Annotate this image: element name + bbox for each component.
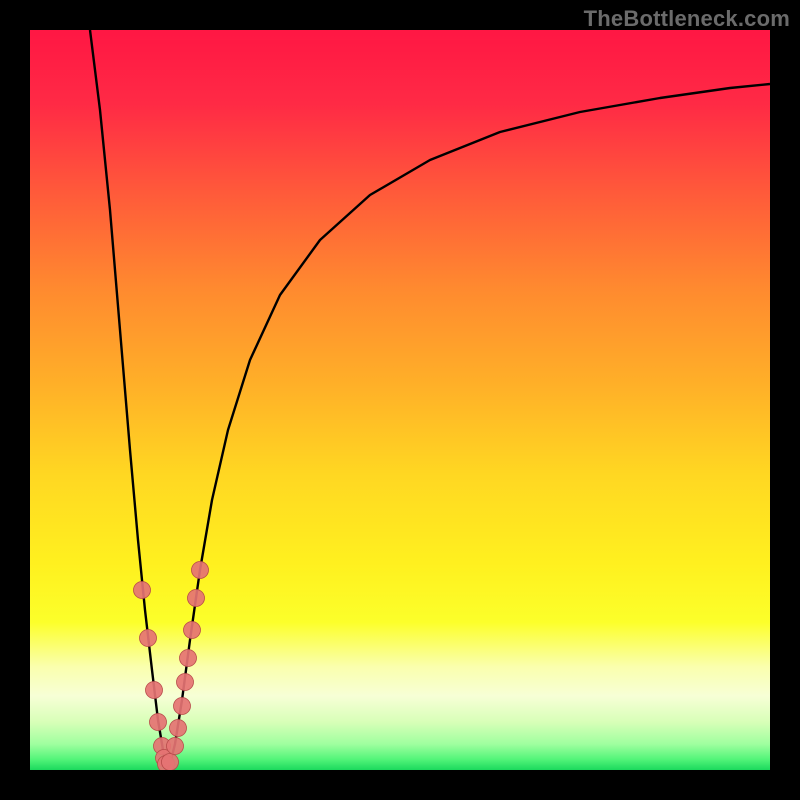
- chart-container: TheBottleneck.com: [0, 0, 800, 800]
- data-marker: [170, 720, 187, 737]
- gradient-background: [30, 30, 770, 770]
- data-marker: [174, 698, 191, 715]
- watermark-text: TheBottleneck.com: [584, 6, 790, 32]
- data-marker: [188, 590, 205, 607]
- plot-area: [30, 30, 770, 770]
- data-marker: [180, 650, 197, 667]
- bottleneck-curve-chart: [30, 30, 770, 770]
- data-marker: [146, 682, 163, 699]
- data-marker: [140, 630, 157, 647]
- data-marker: [177, 674, 194, 691]
- data-marker: [192, 562, 209, 579]
- data-marker: [150, 714, 167, 731]
- data-marker: [184, 622, 201, 639]
- data-marker: [167, 738, 184, 755]
- data-marker: [162, 754, 179, 771]
- data-marker: [134, 582, 151, 599]
